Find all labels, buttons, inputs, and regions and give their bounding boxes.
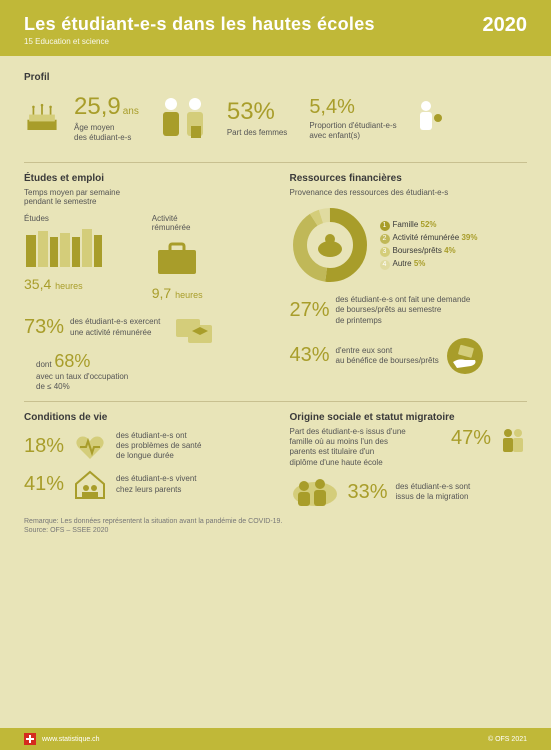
books-icon [24, 227, 104, 269]
pct68-text: avec un taux d'occupation de ≤ 40% [36, 372, 262, 393]
students-icon [153, 100, 213, 136]
conditions-section: Conditions de vie 18% des étudiant-e-s o… [24, 412, 262, 511]
cake-icon [24, 100, 60, 136]
pct18-text: des étudiant-e-s ont des problèmes de sa… [116, 431, 201, 462]
pct33-value: 33% [348, 481, 388, 504]
footer: www.statistique.ch © OFS 2021 [0, 728, 551, 750]
pct41-value: 41% [24, 473, 64, 496]
pct73-value: 73% [24, 316, 64, 339]
children-label: Proportion d'étudiant-e-s avec enfant(s) [309, 121, 396, 142]
age-unit: ans [123, 106, 139, 117]
women-label: Part des femmes [227, 128, 287, 138]
children-stat: 5,4% Proportion d'étudiant-e-s avec enfa… [309, 96, 396, 142]
origine-title: Origine sociale et statut migratoire [290, 412, 528, 423]
header-sub: 15 Education et science [24, 37, 527, 46]
footer-copy: © OFS 2021 [488, 736, 527, 743]
pct18-value: 18% [24, 435, 64, 458]
pct68-value: 68% [54, 351, 90, 371]
origine-lead: Part des étudiant-e-s issus d'une famill… [290, 427, 443, 469]
conditions-title: Conditions de vie [24, 412, 262, 423]
parents-icon [499, 427, 527, 453]
header-title: Les étudiant-e-s dans les hautes écoles [24, 14, 527, 35]
work-stat: Activité rémunérée 9,7 heures [152, 214, 262, 301]
remark: Remarque: Les données représentent la si… [24, 518, 527, 525]
house-icon [74, 470, 106, 500]
work-unit: heures [175, 290, 203, 300]
ressources-title: Ressources financières [290, 173, 528, 184]
footer-url: www.statistique.ch [42, 736, 100, 743]
hand-money-icon [445, 336, 485, 376]
ressources-section: Ressources financières Provenance des re… [290, 173, 528, 393]
profil-title: Profil [24, 72, 527, 83]
age-stat: 25,9ans Âge moyen des étudiant-e-s [74, 93, 139, 144]
heart-icon [74, 431, 106, 461]
women-value: 53% [227, 98, 287, 126]
etudes-subtitle: Temps moyen par semaine pendant le semes… [24, 188, 262, 206]
header: 2020 Les étudiant-e-s dans les hautes éc… [0, 0, 551, 56]
profil-section: Profil 25,9ans Âge moyen des étudiant-e-… [24, 72, 527, 144]
work-label: Activité rémunérée [152, 214, 262, 232]
etudes-section: Études et emploi Temps moyen par semaine… [24, 173, 262, 393]
pct47-value: 47% [451, 427, 491, 450]
swiss-icon [24, 733, 36, 745]
donut-chart [290, 205, 370, 285]
pct27-value: 27% [290, 299, 330, 322]
header-year: 2020 [483, 14, 528, 37]
age-label: Âge moyen des étudiant-e-s [74, 123, 139, 144]
briefcase-cap-icon [174, 311, 214, 345]
migration-icon [290, 474, 340, 510]
donut-legend: 1Famille 52% 2Activité rémunérée 39% 3Bo… [380, 219, 478, 270]
briefcase-icon [152, 236, 202, 278]
study-stat: Études 35,4 heures [24, 214, 134, 301]
study-unit: heures [55, 281, 83, 291]
women-stat: 53% Part des femmes [227, 98, 287, 138]
age-value: 25,9 [74, 93, 121, 120]
pct73-text: des étudiant-e-s exercent une activité r… [70, 317, 160, 338]
pct33-text: des étudiant-e-s sont issus de la migrat… [396, 482, 471, 503]
pct68-block: dont 68% avec un taux d'occupation de ≤ … [36, 351, 262, 393]
pct27-text: des étudiant-e-s ont fait une demande de… [336, 295, 471, 326]
origine-section: Origine sociale et statut migratoire Par… [290, 412, 528, 511]
children-value: 5,4% [309, 96, 396, 119]
ressources-subtitle: Provenance des ressources des étudiant-e… [290, 188, 528, 197]
pct41-text: des étudiant-e-s vivent chez leurs paren… [116, 474, 197, 495]
etudes-title: Études et emploi [24, 173, 262, 184]
study-value: 35,4 [24, 276, 51, 292]
pct68-prefix: dont [36, 360, 52, 369]
pct43-text: d'entre eux sont au bénéfice de bourses/… [336, 346, 439, 367]
study-label: Études [24, 214, 134, 223]
pct43-value: 43% [290, 344, 330, 367]
work-value: 9,7 [152, 285, 171, 301]
baby-icon [411, 100, 447, 136]
source: Source: OFS – SSEE 2020 [24, 527, 527, 534]
